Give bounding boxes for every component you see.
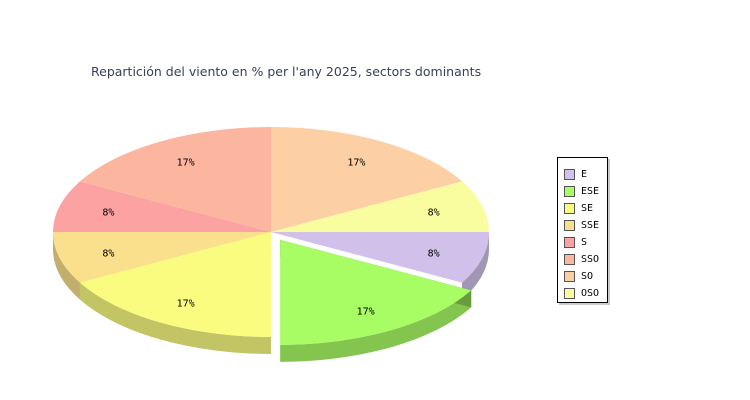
legend-label: SSO [581,254,600,265]
legend-swatch [564,237,575,248]
legend-item: S [558,234,607,251]
pie-slice-s [53,181,271,232]
legend-label: E [581,169,588,180]
chart-title: Repartición del viento en % per l'any 20… [91,64,482,79]
legend-label: SO [581,271,594,282]
pie-data-label: 17% [177,158,195,169]
legend-label: ESE [581,186,600,197]
pie-side-e [462,232,489,300]
legend-swatch [564,254,575,265]
legend-swatch [564,288,575,299]
legend-item: SE [558,200,607,217]
pie-slice-ese [280,239,472,345]
legend-item: OSO [558,285,607,302]
legend-swatch [564,220,575,231]
legend-swatch [564,203,575,214]
pie-top-layer [53,126,489,345]
pie-data-label: 8% [428,208,440,219]
legend-item: SSO [558,251,607,268]
pie-data-label: 8% [102,208,114,219]
legend-item: ESE [558,183,607,200]
legend-label: OSO [581,288,600,299]
legend-swatch [564,271,575,282]
pie-label-layer: 8% 17% 17% 8% 8% 17% 17% 8% [102,158,439,318]
pie-slice-sso [79,126,271,232]
legend: E ESE SE SSE S SSO SO OSO [557,157,608,303]
pie-data-label: 8% [102,248,114,259]
legend-swatch [564,186,575,197]
pie-data-label: 8% [428,248,440,259]
legend-label: SSE [581,220,600,231]
pie-slice-sse [53,232,271,283]
pie-data-label: 17% [347,158,365,169]
legend-item: SSE [558,217,607,234]
pie-slice-se [79,232,271,337]
legend-item: E [558,166,607,183]
pie-side-sse [53,232,80,300]
pie-data-label: 17% [177,299,195,310]
pie-slice-e [271,232,489,283]
legend-swatch [564,169,575,180]
legend-label: SE [581,203,594,214]
pie-side-ese [280,290,472,362]
legend-item: SO [558,268,607,285]
legend-label: S [581,237,588,248]
pie-slice-so [271,127,463,232]
pie-data-label: 17% [357,306,375,317]
pie-slice-oso [271,181,489,232]
pie-side-se [79,282,271,354]
